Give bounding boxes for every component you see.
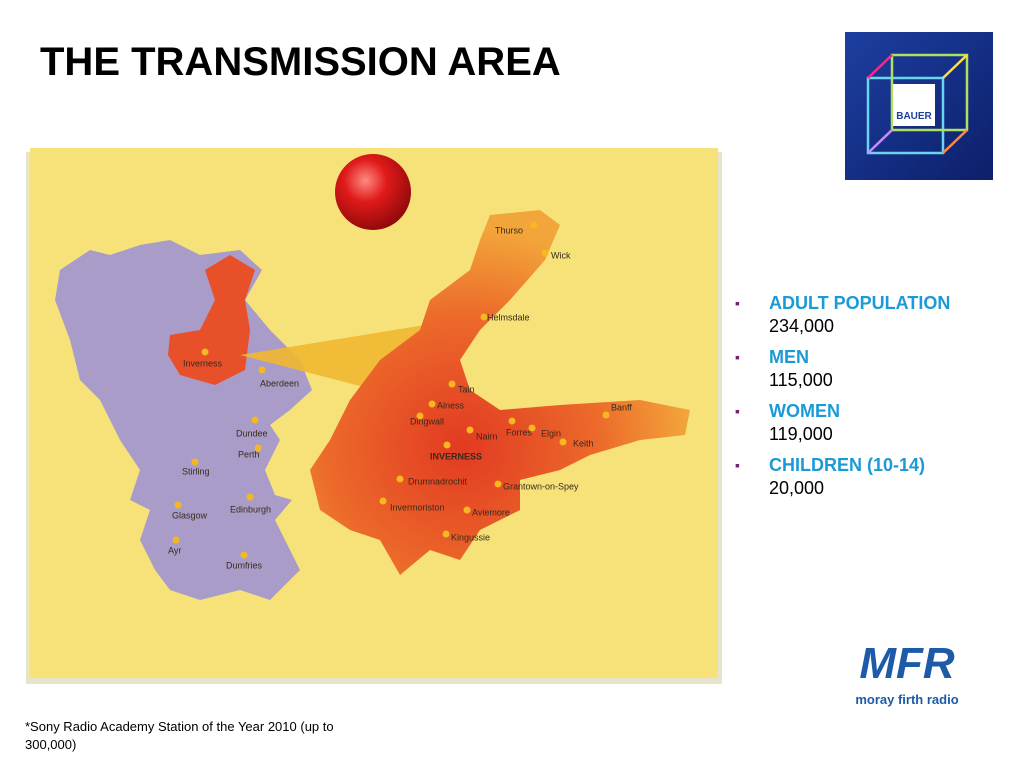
town-dot [463,506,471,514]
stat-item: CHILDREN (10-14) 20,000 [735,454,1020,500]
town-label: Elgin [541,428,561,438]
town-label: Helmsdale [487,312,530,322]
stat-item: ADULT POPULATION 234,000 [735,292,1020,338]
stat-label: ADULT POPULATION [769,293,951,313]
stats-list: ADULT POPULATION 234,000 MEN 115,000 WOMEN 11… [735,292,1020,508]
town-label: Banff [611,402,632,412]
town-label: Thurso [495,225,523,235]
town-label: Aviemore [472,507,510,517]
town-label: Ayr [168,545,181,555]
town-dot [246,493,254,501]
town-label: Keith [573,438,594,448]
town-label: Aberdeen [260,378,299,388]
footnote: *Sony Radio Academy Station of the Year … [25,719,334,752]
mfr-text: MFR [859,639,955,688]
stat-label: MEN [769,347,809,367]
town-dot [201,348,209,356]
town-label: Forres [506,427,533,437]
town-dot [528,424,536,432]
town-dot [396,475,404,483]
town-dot [541,249,549,257]
town-label: Stirling [182,466,210,476]
town-label: Inverness [183,358,223,368]
town-label: Tain [458,384,475,394]
town-label: Invermoriston [390,502,445,512]
mfr-name: moray firth radio [855,692,958,707]
town-dot [559,438,567,446]
town-dot [191,458,199,466]
town-dot [530,221,538,229]
town-label: Dingwall [410,416,444,426]
bauer-badge [893,84,935,126]
stat-item: MEN 115,000 [735,346,1020,392]
town-label: INVERNESS [430,451,482,461]
stat-label: WOMEN [769,401,840,421]
town-label: Grantown-on-Spey [503,481,579,491]
town-label: Edinburgh [230,504,271,514]
coverage-west [168,255,255,385]
town-dot [416,412,424,420]
stat-value: 234,000 [769,316,835,336]
town-dot [602,411,610,419]
town-label: Glasgow [172,510,208,520]
bauer-cube [866,53,969,155]
bauer-text: BAUER [896,111,932,122]
town-label: Wick [551,250,571,260]
town-label: Drumnadrochit [408,476,468,486]
town-dot [240,551,248,559]
stat-value: 119,000 [769,424,833,444]
title: THE TRANSMISSION AREA [40,40,561,84]
town-dot [448,380,456,388]
town-label: Alness [437,400,465,410]
town-dot [258,366,266,374]
town-dot [508,417,516,425]
town-label: Nairn [476,431,498,441]
town-dot [494,480,502,488]
town-label: Dundee [236,428,268,438]
town-label: Dumfries [226,560,263,570]
mfr-logo [850,622,966,714]
stat-value: 115,000 [769,370,833,390]
town-dot [443,441,451,449]
town-label: Kingussie [451,532,490,542]
stat-item: WOMEN 119,000 [735,400,1020,446]
town-dot [172,536,180,544]
town-label: Perth [238,449,260,459]
town-dot [480,313,488,321]
town-dot [251,416,259,424]
town-dot [379,497,387,505]
stat-label: CHILDREN (10-14) [769,455,926,475]
town-dot [254,444,262,452]
stat-value: 20,000 [769,478,825,498]
town-dot [428,400,436,408]
town-dot [442,530,450,538]
coverage-area [310,210,690,575]
town-dot [466,426,474,434]
town-dot [174,501,182,509]
pin [335,154,411,230]
